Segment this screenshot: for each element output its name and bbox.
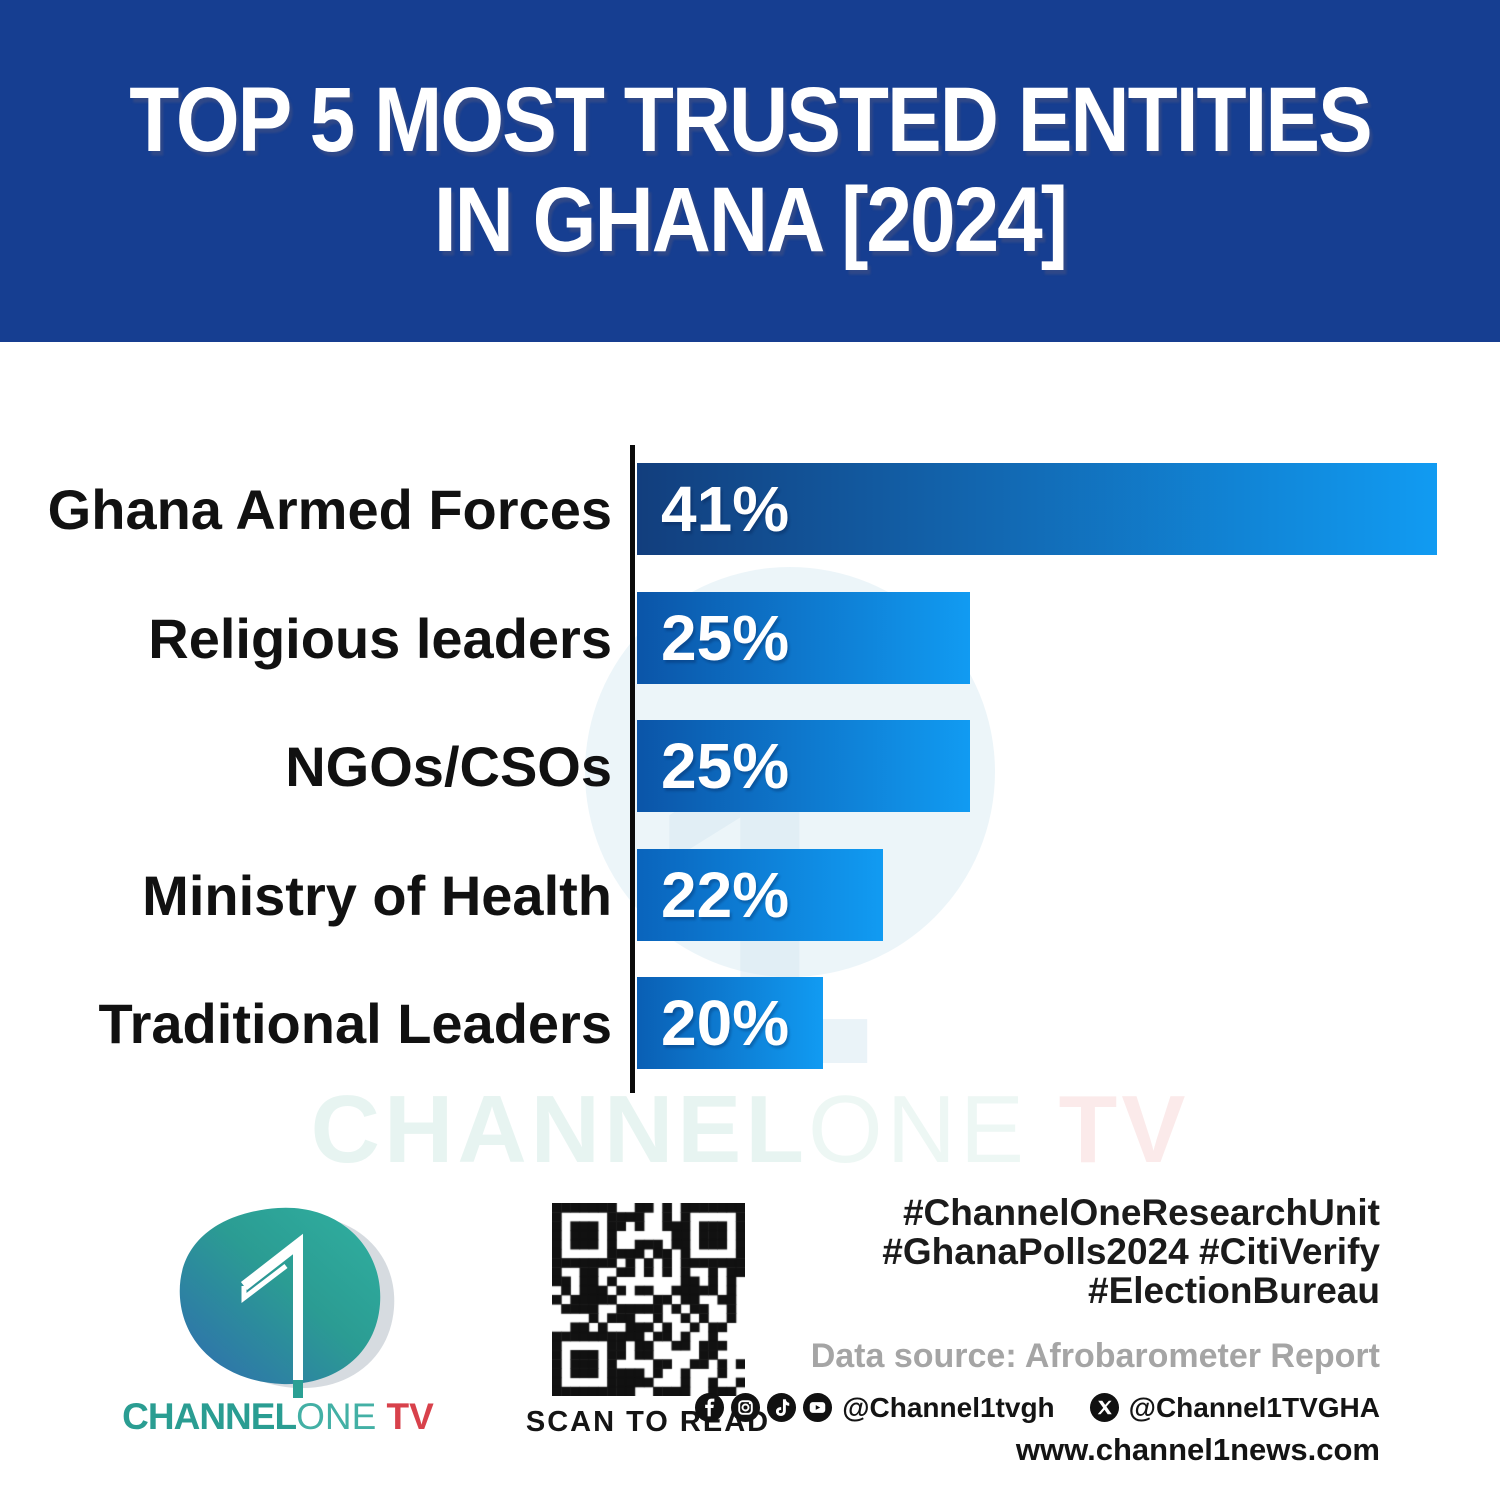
hashtag-line-1: #ChannelOneResearchUnit (902, 1192, 1380, 1233)
logo-wordmark-channel: CHANNEL (122, 1396, 297, 1437)
social-row: @Channel1tvgh @Channel1TVGHA (694, 1392, 1380, 1424)
hashtag-line-3: #ElectionBureau (1088, 1269, 1380, 1311)
hashtag-line-2: #GhanaPolls2024 #CitiVerify (882, 1230, 1380, 1272)
youtube-icon (803, 1393, 833, 1423)
watermark-tv: TV (1028, 1076, 1190, 1183)
bar-label: Religious leaders (148, 606, 612, 670)
bar-value: 41% (661, 473, 790, 545)
social-icons-group (694, 1392, 833, 1423)
footer-right-block: #ChannelOneResearchUnit #GhanaPolls2024 … (694, 1192, 1380, 1468)
qr-code-wrap (552, 1203, 745, 1401)
header-banner: TOP 5 MOST TRUSTED ENTITIES IN GHANA [20… (0, 0, 1500, 342)
bar-value: 25% (661, 602, 790, 674)
bar: 20% (637, 977, 823, 1069)
qr-code (552, 1203, 745, 1396)
watermark-channel: CHANNEL (310, 1076, 808, 1183)
data-source-text: Data source: Afrobarometer Report (810, 1336, 1380, 1375)
bar: 41% (637, 463, 1437, 555)
watermark-one: ONE (807, 1076, 1028, 1183)
page-title-line-2: IN GHANA [2024] (433, 169, 1068, 272)
qr-caption: SCAN TO READ (525, 1406, 771, 1438)
tiktok-icon (767, 1393, 797, 1423)
bar: 22% (637, 849, 883, 941)
logo-wordmark-tv: TV (376, 1396, 434, 1437)
social-handle-main: @Channel1tvgh (842, 1391, 1055, 1423)
bar-label: Ghana Armed Forces (47, 477, 612, 541)
bar-value: 22% (661, 859, 790, 931)
channel-one-logo (179, 1207, 395, 1398)
social-handle-x: @Channel1TVGHA (1128, 1391, 1380, 1423)
bar-label: Traditional Leaders (98, 991, 613, 1055)
logo-one-glyph (240, 1233, 303, 1380)
chart-axis-line (630, 445, 635, 1093)
logo-wordmark-one: ONE (296, 1396, 377, 1437)
bar: 25% (637, 720, 970, 812)
x-icon (1089, 1393, 1119, 1423)
website-url: www.channel1news.com (1015, 1431, 1380, 1467)
bar: 25% (637, 592, 970, 684)
logo-wordmark: CHANNELONE TV (118, 1398, 438, 1435)
logo-one-flag-inner (241, 1264, 288, 1304)
instagram-icon (731, 1393, 761, 1423)
bar-value: 20% (661, 987, 790, 1059)
logo-pick-shape (179, 1207, 381, 1385)
page-title-line-1: TOP 5 MOST TRUSTED ENTITIES (129, 69, 1372, 172)
bar-label: Ministry of Health (142, 863, 612, 927)
facebook-icon (695, 1393, 725, 1423)
bar-value: 25% (661, 730, 790, 802)
bar-label: NGOs/CSOs (285, 734, 612, 798)
watermark-brand-text: CHANNELONE TV (0, 1082, 1500, 1178)
